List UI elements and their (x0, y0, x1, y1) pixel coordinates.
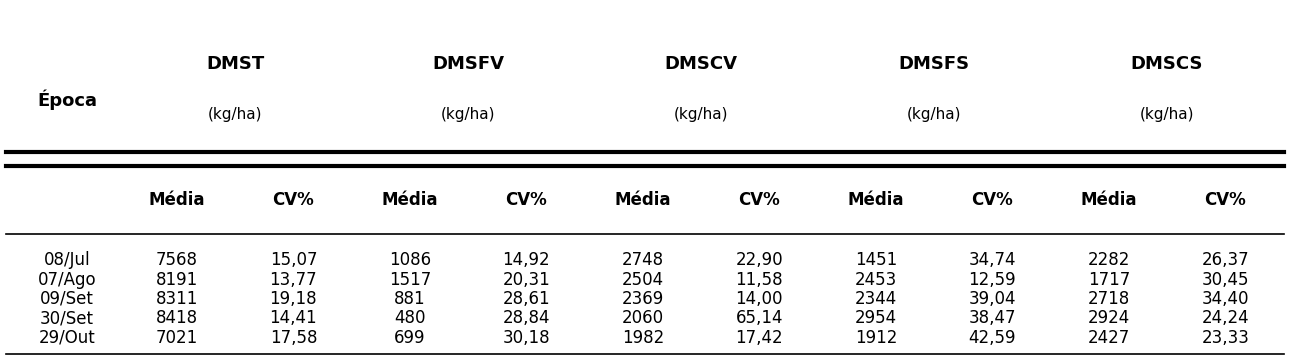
Text: CV%: CV% (272, 192, 315, 209)
Text: 07/Ago: 07/Ago (37, 271, 97, 289)
Text: 38,47: 38,47 (969, 309, 1017, 327)
Text: 17,58: 17,58 (270, 329, 317, 347)
Text: (kg/ha): (kg/ha) (1140, 107, 1195, 122)
Text: 14,00: 14,00 (735, 290, 783, 308)
Text: CV%: CV% (738, 192, 780, 209)
Text: 8191: 8191 (156, 271, 199, 289)
Text: 28,61: 28,61 (503, 290, 551, 308)
Text: 7021: 7021 (156, 329, 199, 347)
Text: 2282: 2282 (1087, 251, 1130, 269)
Text: 22,90: 22,90 (735, 251, 783, 269)
Text: 65,14: 65,14 (735, 309, 783, 327)
Text: 2748: 2748 (622, 251, 664, 269)
Text: (kg/ha): (kg/ha) (208, 107, 262, 122)
Text: (kg/ha): (kg/ha) (441, 107, 495, 122)
Text: 26,37: 26,37 (1201, 251, 1249, 269)
Text: Época: Época (37, 90, 97, 111)
Text: 2453: 2453 (855, 271, 897, 289)
Text: 30/Set: 30/Set (40, 309, 94, 327)
Text: Média: Média (848, 192, 904, 209)
Text: 15,07: 15,07 (270, 251, 317, 269)
Text: 12,59: 12,59 (969, 271, 1017, 289)
Text: Média: Média (148, 192, 205, 209)
Text: 19,18: 19,18 (270, 290, 317, 308)
Text: (kg/ha): (kg/ha) (673, 107, 729, 122)
Text: 881: 881 (393, 290, 426, 308)
Text: 24,24: 24,24 (1201, 309, 1249, 327)
Text: 42,59: 42,59 (969, 329, 1017, 347)
Text: Média: Média (614, 192, 671, 209)
Text: 699: 699 (395, 329, 426, 347)
Text: 2924: 2924 (1087, 309, 1130, 327)
Text: DMSFV: DMSFV (432, 55, 504, 73)
Text: 20,31: 20,31 (503, 271, 551, 289)
Text: 11,58: 11,58 (735, 271, 783, 289)
Text: DMSCS: DMSCS (1131, 55, 1204, 73)
Text: 17,42: 17,42 (735, 329, 783, 347)
Text: CV%: CV% (506, 192, 547, 209)
Text: 13,77: 13,77 (270, 271, 317, 289)
Text: 1517: 1517 (388, 271, 431, 289)
Text: 23,33: 23,33 (1201, 329, 1249, 347)
Text: Média: Média (1081, 192, 1136, 209)
Text: DMST: DMST (206, 55, 264, 73)
Text: 1451: 1451 (855, 251, 897, 269)
Text: 2504: 2504 (622, 271, 664, 289)
Text: 1717: 1717 (1087, 271, 1130, 289)
Text: 08/Jul: 08/Jul (44, 251, 90, 269)
Text: 2427: 2427 (1087, 329, 1130, 347)
Text: 1982: 1982 (622, 329, 664, 347)
Text: 34,40: 34,40 (1201, 290, 1249, 308)
Text: DMSFS: DMSFS (899, 55, 970, 73)
Text: 29/Out: 29/Out (39, 329, 95, 347)
Text: 2344: 2344 (855, 290, 897, 308)
Text: 8311: 8311 (156, 290, 199, 308)
Text: 2954: 2954 (855, 309, 897, 327)
Text: 7568: 7568 (156, 251, 197, 269)
Text: 14,92: 14,92 (503, 251, 551, 269)
Text: DMSCV: DMSCV (664, 55, 738, 73)
Text: (kg/ha): (kg/ha) (907, 107, 961, 122)
Text: 2718: 2718 (1087, 290, 1130, 308)
Text: 8418: 8418 (156, 309, 197, 327)
Text: 09/Set: 09/Set (40, 290, 94, 308)
Text: 28,84: 28,84 (503, 309, 550, 327)
Text: 34,74: 34,74 (969, 251, 1017, 269)
Text: 1086: 1086 (388, 251, 431, 269)
Text: 1912: 1912 (855, 329, 897, 347)
Text: 480: 480 (395, 309, 426, 327)
Text: CV%: CV% (1205, 192, 1246, 209)
Text: CV%: CV% (971, 192, 1013, 209)
Text: 14,41: 14,41 (270, 309, 317, 327)
Text: 2060: 2060 (622, 309, 664, 327)
Text: 30,45: 30,45 (1201, 271, 1249, 289)
Text: 30,18: 30,18 (503, 329, 551, 347)
Text: 39,04: 39,04 (969, 290, 1017, 308)
Text: 2369: 2369 (622, 290, 664, 308)
Text: Média: Média (382, 192, 439, 209)
